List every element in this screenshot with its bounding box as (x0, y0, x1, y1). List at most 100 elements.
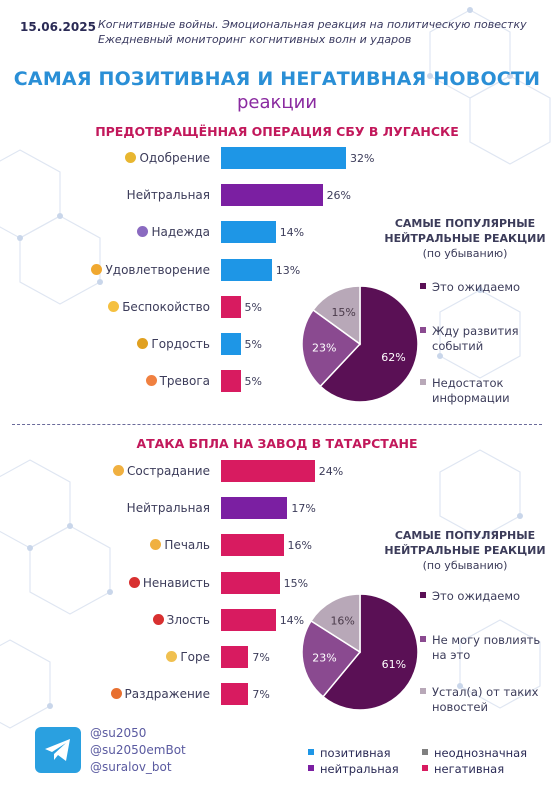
pie-legend-text: Это ожидаемо (432, 280, 521, 294)
bar (221, 370, 241, 393)
bar-label: Удовлетворение (91, 263, 210, 277)
legend-positive-label: позитивная (320, 746, 391, 760)
pie-2-subtitle: (по убыванию) (422, 559, 508, 572)
telegram-logo-icon[interactable] (35, 727, 81, 773)
sad-face-icon (113, 465, 125, 476)
bar (221, 333, 241, 355)
legend-negative-swatch (422, 765, 428, 771)
legend-negative-label: негативная (434, 762, 505, 776)
bar-label-text: Сострадание (127, 464, 210, 478)
trophy-icon (137, 338, 149, 349)
bar-value-label: 5% (244, 338, 262, 351)
bar-label: Нейтральная (127, 501, 210, 515)
bar (221, 184, 323, 207)
bar-value-label: 24% (318, 465, 344, 478)
bar (221, 608, 276, 631)
pie-slice (301, 308, 362, 388)
pie-slice (321, 593, 419, 711)
pie-legend-item: Это ожидаемо (420, 589, 520, 604)
smile-icon (91, 263, 103, 275)
bar-label: Одобрение (125, 151, 210, 165)
bar-value-label: 16% (287, 539, 312, 553)
chart-2-title: АТАКА БПЛА НА ЗАВОД В ТАТАРСТАНЕ (136, 436, 418, 451)
bar-label: Гордость (137, 337, 210, 351)
pie-legend-swatch (420, 636, 426, 642)
chart-1-title: ПРЕДОТВРАЩЁННАЯ ОПЕРАЦИЯ СБУ В ЛУГАНСКЕ (95, 124, 459, 139)
bar-value-label: 14% (279, 613, 305, 627)
bar-value-label: 7% (252, 651, 270, 664)
pie-2-title: САМЫЕ ПОПУЛЯРНЫЕ НЕЙТРАЛЬНЫЕ РЕАКЦИИ (по… (380, 528, 550, 573)
legend-neutral: нейтральная (308, 762, 399, 776)
angry-face-icon (152, 613, 164, 625)
pie-legend-swatch (420, 283, 426, 289)
bar-value-label: 5% (244, 375, 262, 389)
bar-label-text: Раздражение (124, 687, 210, 702)
pie-legend-swatch (420, 592, 426, 598)
pie-legend-swatch (420, 379, 426, 385)
bar-label-text: Беспокойство (122, 299, 210, 314)
section-divider (12, 424, 542, 425)
bar-label-text: Тревога (159, 374, 210, 389)
bar-label-text: Ненависть (142, 575, 210, 590)
bar-value-label: 13% (275, 263, 301, 277)
pie-slice-label: 15% (331, 306, 355, 319)
legend-negative: негативная (422, 762, 504, 776)
pie-1-subtitle: (по убыванию) (422, 247, 508, 260)
pie-legend-text: Жду развития (432, 324, 519, 338)
bar-value-label: 15% (283, 576, 309, 590)
bar-value-label: 26% (326, 189, 352, 203)
bar (221, 571, 280, 594)
bar-label: Нейтральная (127, 188, 210, 202)
pie-slice-label: 61% (382, 658, 406, 671)
pie-legend-swatch (420, 688, 426, 694)
bar-label-text: Одобрение (139, 151, 210, 165)
social-handle-3[interactable]: @suralov_bot (90, 760, 172, 774)
bar (221, 646, 249, 668)
angry-face-icon (128, 576, 140, 588)
bar-label-text: Надежда (151, 225, 210, 240)
bar (221, 497, 288, 520)
bar-value-label: 5% (244, 300, 262, 314)
pie-slice-label: 62% (381, 351, 405, 364)
legend-positive-swatch (308, 749, 314, 755)
bar (221, 683, 249, 706)
pie-slice (301, 619, 362, 698)
bar-label: Печаль (150, 538, 210, 552)
pie-legend-item: Это ожидаемо (420, 280, 520, 295)
bar (221, 258, 272, 281)
bar-label: Беспокойство (108, 300, 210, 314)
social-handle-2[interactable]: @su2050emBot (90, 743, 186, 757)
sad-face-icon (150, 539, 162, 551)
pie-slice-label: 23% (312, 652, 336, 665)
pie-legend-text: Устал(а) от таких (432, 685, 539, 699)
pie-chart-2: 61% 23% 16% (301, 593, 419, 711)
report-subtitle-1: Когнитивные войны. Эмоциональная реакция… (98, 18, 527, 31)
bar-label-text: Нейтральная (126, 501, 210, 516)
pie-legend-swatch (420, 327, 426, 333)
pie-slice (309, 593, 361, 654)
legend-neutral-label: нейтральная (320, 762, 399, 776)
bar-label: Горе (166, 650, 210, 664)
bar-label: Злость (152, 613, 210, 627)
bar-label: Надежда (137, 225, 210, 239)
pie-legend-text: Это ожидаемо (432, 589, 521, 603)
pie-legend-text: событий (432, 339, 484, 353)
annoyed-face-icon (110, 688, 122, 700)
handshake-icon (125, 152, 137, 163)
social-handle-1[interactable]: @su2050 (90, 726, 147, 740)
legend-positive: позитивная (308, 746, 391, 760)
bar-label: Раздражение (110, 687, 210, 702)
bar-label-text: Нейтральная (126, 188, 210, 203)
pie-1-title-text: САМЫЕ ПОПУЛЯРНЫЕ НЕЙТРАЛЬНЫЕ РЕАКЦИИ (384, 217, 546, 245)
bar-value-label: 32% (350, 152, 375, 165)
pie-slice-label: 23% (312, 341, 336, 354)
crying-face-icon (166, 651, 178, 662)
report-subtitle-2: Ежедневный мониторинг когнитивных волн и… (98, 33, 412, 46)
pie-legend-text: на это (432, 648, 471, 662)
bar (221, 295, 241, 318)
worried-icon (108, 300, 120, 312)
bar-label-text: Гордость (151, 337, 210, 351)
pie-2-title-text: САМЫЕ ПОПУЛЯРНЫЕ НЕЙТРАЛЬНЫЕ РЕАКЦИИ (384, 529, 546, 557)
legend-ambiguous-swatch (422, 749, 428, 755)
bar-label-text: Удовлетворение (105, 262, 210, 277)
